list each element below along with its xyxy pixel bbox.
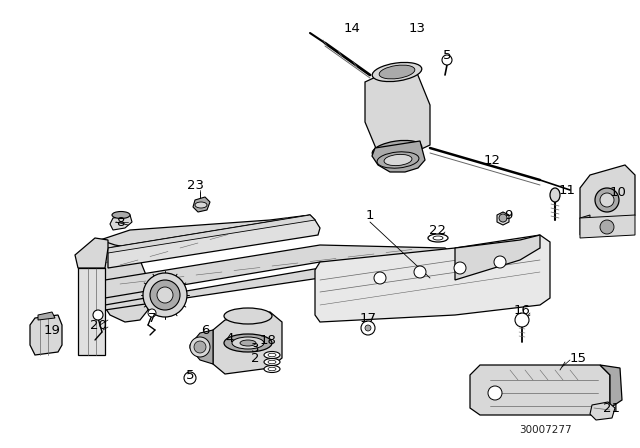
Ellipse shape (372, 62, 422, 82)
Text: 17: 17 (360, 311, 376, 324)
Circle shape (150, 280, 180, 310)
Ellipse shape (268, 367, 276, 371)
Polygon shape (213, 312, 282, 374)
Polygon shape (108, 215, 315, 253)
Circle shape (600, 220, 614, 234)
Text: 11: 11 (559, 184, 575, 197)
Circle shape (190, 337, 210, 357)
Text: 3: 3 (251, 341, 259, 354)
Circle shape (494, 256, 506, 268)
Text: 4: 4 (226, 332, 234, 345)
Text: 2: 2 (251, 352, 259, 365)
Text: 9: 9 (504, 208, 512, 221)
Circle shape (414, 266, 426, 278)
Ellipse shape (384, 155, 412, 166)
Polygon shape (78, 268, 105, 355)
Circle shape (143, 273, 187, 317)
Polygon shape (455, 235, 540, 280)
Circle shape (595, 188, 619, 212)
Ellipse shape (264, 366, 280, 372)
Ellipse shape (195, 202, 207, 208)
Circle shape (148, 309, 156, 317)
Ellipse shape (550, 188, 560, 202)
Polygon shape (108, 215, 320, 268)
Ellipse shape (264, 352, 280, 358)
Polygon shape (365, 68, 430, 158)
Text: 22: 22 (429, 224, 447, 237)
Circle shape (600, 193, 614, 207)
Text: 23: 23 (186, 178, 204, 191)
Circle shape (365, 325, 371, 331)
Text: 20: 20 (90, 319, 106, 332)
Text: 13: 13 (408, 22, 426, 34)
Polygon shape (580, 215, 635, 238)
Text: 7: 7 (148, 311, 156, 324)
Text: 21: 21 (604, 401, 621, 414)
Ellipse shape (428, 234, 448, 242)
Polygon shape (497, 212, 509, 225)
Text: 1: 1 (365, 208, 374, 221)
Circle shape (442, 55, 452, 65)
Polygon shape (600, 365, 622, 408)
Text: 14: 14 (344, 22, 360, 34)
Polygon shape (38, 312, 55, 320)
Circle shape (184, 372, 196, 384)
Circle shape (361, 321, 375, 335)
Text: 10: 10 (609, 185, 627, 198)
Polygon shape (90, 240, 148, 322)
Text: 12: 12 (483, 154, 500, 167)
Text: 30007277: 30007277 (518, 425, 572, 435)
Polygon shape (590, 402, 615, 420)
Polygon shape (105, 245, 455, 298)
Ellipse shape (433, 236, 443, 240)
Ellipse shape (224, 308, 272, 324)
Polygon shape (315, 235, 550, 322)
Ellipse shape (268, 353, 276, 357)
Ellipse shape (372, 140, 422, 159)
Polygon shape (470, 365, 610, 415)
Circle shape (488, 386, 502, 400)
Text: 5: 5 (186, 369, 195, 382)
Ellipse shape (264, 358, 280, 366)
Polygon shape (75, 238, 108, 268)
Polygon shape (105, 268, 455, 310)
Polygon shape (193, 197, 210, 212)
Ellipse shape (268, 360, 276, 364)
Ellipse shape (379, 65, 415, 79)
Text: 6: 6 (201, 323, 209, 336)
Circle shape (374, 272, 386, 284)
Circle shape (194, 341, 206, 353)
Polygon shape (30, 315, 62, 355)
Ellipse shape (112, 211, 130, 219)
Ellipse shape (240, 340, 256, 346)
Polygon shape (190, 330, 213, 364)
Circle shape (515, 313, 529, 327)
Polygon shape (95, 215, 315, 260)
Circle shape (499, 214, 507, 222)
Circle shape (157, 287, 173, 303)
Polygon shape (580, 165, 635, 235)
Circle shape (93, 310, 103, 320)
Polygon shape (580, 215, 590, 235)
Text: 15: 15 (570, 352, 586, 365)
Ellipse shape (224, 334, 272, 352)
Ellipse shape (232, 337, 264, 349)
Ellipse shape (377, 152, 419, 168)
Text: 8: 8 (116, 215, 124, 228)
Circle shape (454, 262, 466, 274)
Text: 5: 5 (443, 48, 451, 61)
Polygon shape (372, 141, 425, 172)
Polygon shape (110, 215, 132, 230)
Text: 16: 16 (513, 303, 531, 316)
Text: 19: 19 (44, 323, 60, 336)
Text: 18: 18 (260, 333, 276, 346)
